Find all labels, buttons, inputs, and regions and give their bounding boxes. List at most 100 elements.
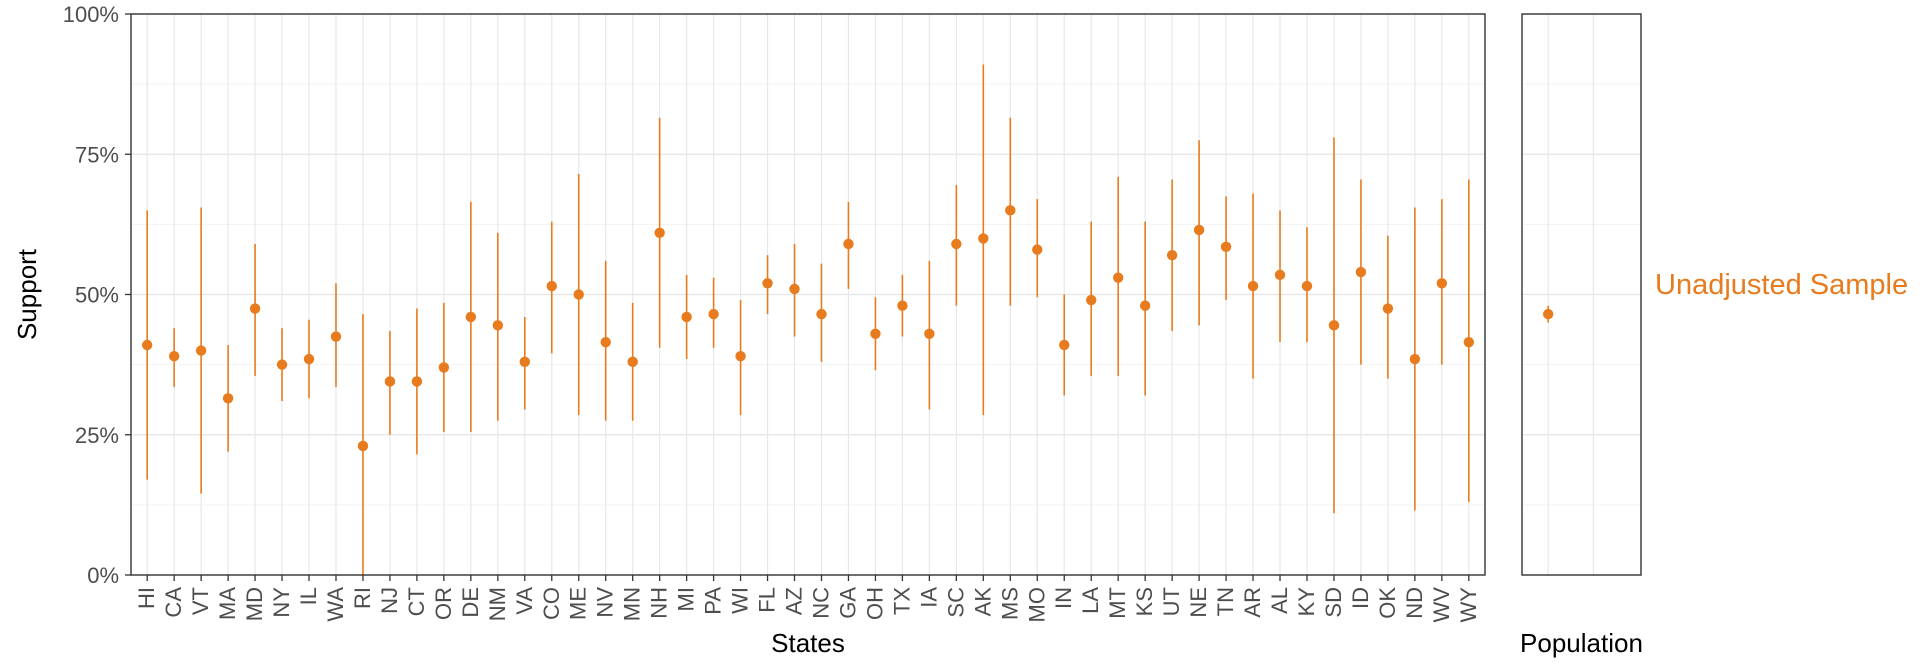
x-tick-label: OH <box>862 587 887 620</box>
data-point <box>735 351 746 362</box>
y-tick-label: 25% <box>75 423 119 448</box>
x-tick-label: RI <box>350 587 375 609</box>
data-point <box>1193 224 1205 236</box>
x-tick-label: CA <box>161 587 186 618</box>
annotation-label: Unadjusted Sample <box>1655 269 1908 301</box>
data-point <box>546 280 557 292</box>
data-point <box>600 336 611 348</box>
data-point <box>249 303 261 314</box>
x-tick-label: ND <box>1402 587 1427 619</box>
data-point <box>141 339 153 351</box>
data-point <box>1166 250 1178 261</box>
x-tick-label: WA <box>323 587 348 622</box>
x-tick-label: AR <box>1240 587 1265 618</box>
data-point <box>762 278 773 289</box>
x-axis-title: States <box>771 628 845 658</box>
x-tick-label: VA <box>512 587 537 615</box>
data-point <box>1463 336 1475 348</box>
x-tick-label: NJ <box>377 587 402 614</box>
x-tick-label: LA <box>1078 587 1103 614</box>
data-point <box>1382 303 1394 314</box>
x-tick-label: TN <box>1213 587 1238 616</box>
y-axis-title: Support <box>12 248 42 340</box>
x-tick-label: VT <box>188 587 213 615</box>
x-tick-label: NV <box>593 587 618 618</box>
data-point <box>384 376 396 387</box>
data-point <box>1112 272 1124 283</box>
x-tick-label: DE <box>458 587 483 618</box>
data-point <box>1409 353 1421 365</box>
x-tick-label: FL <box>755 587 780 613</box>
x-tick-label: NH <box>647 587 672 619</box>
data-point <box>195 345 207 356</box>
x-tick-label: MO <box>1024 587 1049 622</box>
data-point <box>492 320 504 331</box>
data-point <box>357 440 369 452</box>
data-point <box>303 353 315 365</box>
x-tick-label: AK <box>970 587 995 617</box>
data-point <box>1301 280 1313 292</box>
x-tick-label: OK <box>1375 587 1400 619</box>
x-tick-label: OR <box>431 587 456 620</box>
data-point <box>1542 308 1554 320</box>
x-tick-label: UT <box>1159 587 1184 616</box>
x-tick-label: NY <box>269 587 294 618</box>
x-tick-label: IA <box>916 587 941 608</box>
data-point <box>708 308 719 320</box>
data-point <box>789 283 800 295</box>
x-tick-label: SC <box>943 587 968 618</box>
population-axis-title: Population <box>1520 628 1643 658</box>
data-point <box>978 233 989 244</box>
data-point <box>411 376 423 387</box>
data-point <box>168 351 180 362</box>
panel-border-states <box>130 13 1486 576</box>
x-tick-label: MS <box>997 587 1022 620</box>
x-tick-label: AZ <box>782 587 807 615</box>
x-tick-label: MD <box>242 587 267 621</box>
data-point <box>681 311 692 323</box>
data-point <box>573 289 584 300</box>
y-tick-label: 50% <box>75 283 119 308</box>
data-point <box>1247 280 1259 292</box>
y-tick-label: 100% <box>63 2 119 27</box>
x-tick-label: NC <box>808 587 833 619</box>
data-point <box>1274 269 1286 281</box>
x-tick-label: CO <box>539 587 564 620</box>
x-tick-label: KY <box>1294 587 1319 617</box>
data-point <box>1220 241 1232 253</box>
x-tick-label: IN <box>1051 587 1076 609</box>
x-tick-label: KS <box>1132 587 1157 616</box>
data-point <box>1355 266 1367 278</box>
x-tick-label: HI <box>134 587 159 609</box>
data-point <box>276 359 288 370</box>
data-point <box>1032 244 1043 255</box>
data-point <box>1328 320 1340 331</box>
x-tick-label: AL <box>1267 587 1292 614</box>
data-point <box>897 300 908 311</box>
data-point <box>843 238 854 250</box>
x-tick-label: WY <box>1456 587 1481 623</box>
data-point <box>627 356 638 368</box>
x-tick-label: MA <box>215 587 240 620</box>
x-tick-label: IL <box>296 587 321 605</box>
x-tick-label: NE <box>1186 587 1211 618</box>
data-point <box>1005 205 1016 216</box>
data-point <box>870 328 881 339</box>
x-tick-label: PA <box>701 587 726 615</box>
x-tick-label: MT <box>1105 587 1130 619</box>
x-tick-label: GA <box>835 587 860 619</box>
x-tick-label: MN <box>620 587 645 621</box>
x-tick-label: NM <box>485 587 510 621</box>
panel-border-population <box>1521 13 1642 576</box>
data-point <box>816 308 827 320</box>
data-point <box>330 331 342 342</box>
x-tick-label: ME <box>566 587 591 620</box>
data-point <box>654 227 665 238</box>
x-tick-label: TX <box>889 587 914 615</box>
data-point <box>1059 339 1070 351</box>
data-point <box>222 393 234 404</box>
data-point <box>465 311 477 323</box>
x-tick-label: WV <box>1429 587 1454 623</box>
x-tick-label: WI <box>728 587 753 614</box>
